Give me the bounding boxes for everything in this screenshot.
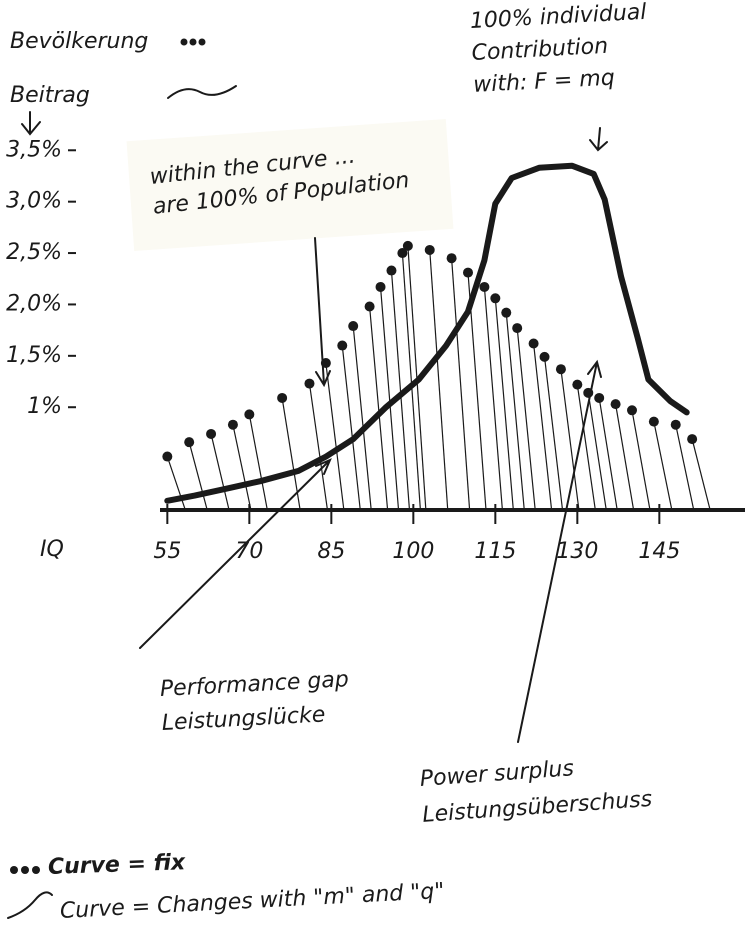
annotation: 100% individual <box>469 0 647 34</box>
x-tick-label: 130 <box>556 539 598 564</box>
hatch <box>616 404 634 510</box>
hatch <box>692 439 710 510</box>
hatch <box>495 298 513 510</box>
x-tick-label: 55 <box>153 539 181 564</box>
hatch <box>534 344 552 511</box>
x-tick-label: 115 <box>474 539 516 564</box>
annotation: with: F = mq <box>473 66 616 98</box>
data-point <box>583 388 593 398</box>
legend-dot <box>21 866 29 874</box>
legend-dot <box>190 39 197 46</box>
data-point <box>529 339 539 349</box>
hatch <box>484 287 502 510</box>
x-tick-label: 70 <box>235 539 263 564</box>
data-point <box>501 308 511 318</box>
annotation: Power surplus <box>419 756 575 792</box>
bottom-legend-dots <box>10 866 40 874</box>
annotation: Leistungsüberschuss <box>422 787 653 828</box>
hatch <box>326 363 344 510</box>
legend-dot <box>10 866 18 874</box>
annotation: Curve = fix <box>48 850 187 880</box>
hatch <box>599 398 617 510</box>
hatch <box>545 357 563 510</box>
data-point <box>162 452 172 462</box>
hatch <box>452 258 470 510</box>
data-point <box>611 399 621 409</box>
axis-arrow <box>22 112 40 134</box>
hatch <box>517 328 535 510</box>
data-point <box>277 393 287 403</box>
hatch <box>249 414 267 510</box>
data-point <box>687 434 697 444</box>
x-tick-label: 145 <box>638 539 680 564</box>
data-point <box>540 352 550 362</box>
data-point <box>463 268 473 278</box>
data-point <box>304 379 314 389</box>
data-point <box>337 341 347 351</box>
data-point <box>184 437 194 447</box>
hatch <box>632 410 650 510</box>
y-tick-label: 3,0% <box>6 189 62 214</box>
legend-label: Beitrag <box>10 83 90 108</box>
hatch <box>430 250 448 510</box>
hatch <box>309 384 327 510</box>
data-point <box>425 245 435 255</box>
legend-dot <box>181 39 188 46</box>
hatch <box>506 313 524 510</box>
data-point <box>512 323 522 333</box>
data-point <box>671 420 681 430</box>
legend-dot <box>199 39 206 46</box>
annotation: Leistungslücke <box>161 702 326 736</box>
data-point <box>321 358 331 368</box>
y-tick-label: 1% <box>27 394 62 419</box>
arrow <box>590 128 607 150</box>
data-point <box>556 364 566 374</box>
data-point <box>244 409 254 419</box>
data-point <box>572 380 582 390</box>
data-point <box>365 302 375 312</box>
legend-line <box>168 86 236 98</box>
legend-dots <box>181 39 206 46</box>
hatch <box>282 398 300 510</box>
annotation: Contribution <box>471 34 609 66</box>
legend-label: Bevölkerung <box>10 29 148 54</box>
data-point <box>386 266 396 276</box>
x-axis-label: IQ <box>40 537 64 562</box>
y-tick-label: 2,5% <box>6 240 62 265</box>
data-point <box>228 420 238 430</box>
hatch <box>588 393 606 510</box>
annotation: Curve = Changes with "m" and "q" <box>59 879 445 924</box>
data-point <box>206 429 216 439</box>
y-tick-label: 3,5% <box>6 137 62 162</box>
y-tick-label: 1,5% <box>6 343 62 368</box>
data-point <box>376 282 386 292</box>
hatch <box>654 422 672 510</box>
hatch <box>211 434 229 510</box>
x-tick-label: 85 <box>317 539 345 564</box>
data-point <box>594 393 604 403</box>
y-tick-label: 2,0% <box>6 291 62 316</box>
data-point <box>348 321 358 331</box>
data-point <box>627 405 637 415</box>
data-point <box>479 282 489 292</box>
bottom-legend-line <box>8 892 52 918</box>
annotation: Performance gap <box>159 667 349 702</box>
hatch <box>353 326 371 510</box>
data-point <box>490 293 500 303</box>
dot-series <box>162 241 710 510</box>
page: Bevölkerung Beitrag IQ 1% 1,5% 2,0% 2,5% 3,0… <box>0 0 745 938</box>
x-tick-label: 100 <box>392 539 434 564</box>
legend-dot <box>32 866 40 874</box>
hatch <box>189 442 207 510</box>
data-point <box>447 253 457 263</box>
data-point <box>649 417 659 427</box>
hatch <box>233 425 251 510</box>
chart: Bevölkerung Beitrag IQ 1% 1,5% 2,0% 2,5% 3,0… <box>0 0 745 938</box>
data-point <box>403 241 413 251</box>
